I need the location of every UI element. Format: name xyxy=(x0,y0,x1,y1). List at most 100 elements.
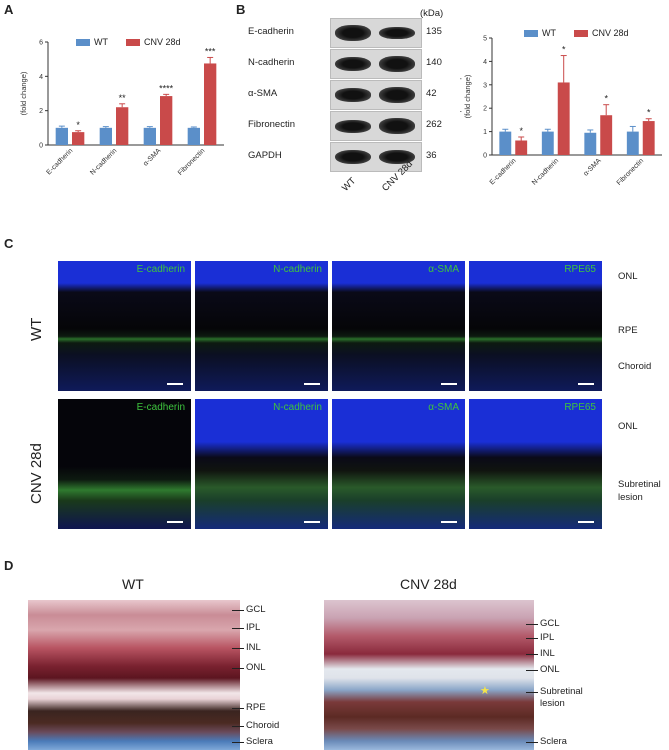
if-row-label: WT xyxy=(28,317,45,341)
histology-layer-label-cnv: IPL xyxy=(540,632,555,643)
legend-swatch-wt xyxy=(524,30,538,37)
y-axis-label-line2: (fold change) xyxy=(19,71,28,115)
histology-panel: WT CNV 28d ★ GCL IPL INL ONL RPE Choroid Sclera GC… xyxy=(0,572,669,750)
scale-bar xyxy=(578,521,594,523)
if-micrograph: N-cadherin xyxy=(195,399,328,529)
y-axis-label: Relative protein expression(fold change) xyxy=(460,51,472,141)
scale-bar xyxy=(304,521,320,523)
bar-cnv xyxy=(204,63,217,146)
legend-swatch-cnv xyxy=(126,39,140,46)
blot-lane-label: WT xyxy=(340,175,359,194)
histology-pointer-wt xyxy=(232,726,244,727)
histology-pointer-wt xyxy=(232,610,244,611)
bar-cnv xyxy=(642,121,655,155)
bar-wt xyxy=(499,131,512,155)
legend-label-cnv: CNV 28d xyxy=(592,28,629,38)
scale-bar xyxy=(167,383,183,385)
significance-marker: * xyxy=(519,126,523,136)
bar-cnv xyxy=(116,107,129,145)
panel-label-c: C xyxy=(4,236,14,251)
blot-strip xyxy=(330,80,422,110)
if-marker-label: RPE65 xyxy=(564,264,596,275)
if-marker-label: α-SMA xyxy=(428,264,459,275)
panel-label-d: D xyxy=(4,558,14,573)
mrna-bar-chart: 0 2 4 6 Relative mRNA expression(fold change… xyxy=(19,37,224,177)
if-marker-label: α-SMA xyxy=(428,402,459,413)
blot-protein-label: α-SMA xyxy=(248,88,278,99)
x-tick-label: α-SMA xyxy=(142,147,162,167)
blot-strip xyxy=(330,142,422,172)
histology-title-wt: WT xyxy=(122,576,144,592)
y-tick-label: 5 xyxy=(483,36,487,43)
histology-layer-label-cnv: GCL xyxy=(540,618,560,629)
bar-wt xyxy=(584,132,597,155)
if-marker-label: N-cadherin xyxy=(273,402,322,413)
bar-wt xyxy=(143,127,156,145)
y-tick-label: 0 xyxy=(483,153,487,160)
blot-band xyxy=(379,56,415,72)
kda-header: (kDa) xyxy=(420,8,444,19)
blot-kda-value: 262 xyxy=(426,119,442,130)
histology-layer-label-cnv: lesion xyxy=(540,698,565,709)
if-marker-label: RPE65 xyxy=(564,402,596,413)
blot-band xyxy=(335,119,371,133)
if-micrograph: E-cadherin xyxy=(58,261,191,391)
y-tick-label: 2 xyxy=(483,106,487,113)
x-tick-label: N-cadherin xyxy=(531,157,560,186)
y-axis-label-line2: (fold change) xyxy=(463,74,472,118)
protein-bar-chart: 0 1 2 3 4 5 Relative protein expression(fold c… xyxy=(460,28,662,187)
histology-pointer-wt xyxy=(232,668,244,669)
if-micrograph: RPE65 xyxy=(469,399,602,529)
if-micrograph: E-cadherin xyxy=(58,399,191,529)
lesion-star-marker: ★ xyxy=(480,685,490,697)
y-tick-label: 1 xyxy=(483,129,487,136)
blot-protein-label: Fibronectin xyxy=(248,119,295,130)
if-marker-label: E-cadherin xyxy=(136,402,185,413)
x-tick-label: E-cadherin xyxy=(46,147,75,176)
bar-wt xyxy=(187,127,200,145)
histology-pointer-cnv xyxy=(526,654,538,655)
histology-layer-label-wt: GCL xyxy=(246,604,266,615)
histology-layer-label-wt: IPL xyxy=(246,622,261,633)
if-layer-label-wt: Choroid xyxy=(618,361,652,372)
if-layer-label-cnv: lesion xyxy=(618,492,643,503)
histology-pointer-cnv xyxy=(526,670,538,671)
x-tick-label: α-SMA xyxy=(582,157,602,177)
histology-layer-label-wt: Choroid xyxy=(246,720,280,731)
histology-layer-label-wt: ONL xyxy=(246,662,266,673)
if-layer-label-cnv: ONL xyxy=(618,421,638,432)
histology-title-cnv: CNV 28d xyxy=(400,576,457,592)
bar-wt xyxy=(626,131,639,155)
histology-image-wt xyxy=(28,600,240,750)
if-layer-label-cnv: Subretinal xyxy=(618,479,661,490)
western-blot: E-cadherin 135 N-cadherin 140 α-SMA 42 Fibrone… xyxy=(248,18,458,218)
y-tick-label: 0 xyxy=(39,143,43,150)
histology-layer-label-cnv: ONL xyxy=(540,664,560,675)
scale-bar xyxy=(441,521,457,523)
significance-marker: * xyxy=(76,120,80,130)
bar-cnv xyxy=(515,140,528,155)
histology-pointer-cnv xyxy=(526,638,538,639)
panel-label-a: A xyxy=(4,2,14,17)
significance-marker: * xyxy=(562,45,566,55)
significance-marker: * xyxy=(647,108,651,118)
if-layer-label-wt: RPE xyxy=(618,325,638,336)
scale-bar xyxy=(441,383,457,385)
y-axis-label: Relative mRNA expression(fold change) xyxy=(19,71,28,115)
blot-band xyxy=(379,26,415,40)
if-micrograph: RPE65 xyxy=(469,261,602,391)
if-micrograph: α-SMA xyxy=(332,261,465,391)
if-micrograph: α-SMA xyxy=(332,399,465,529)
histology-pointer-cnv xyxy=(526,742,538,743)
blot-kda-value: 135 xyxy=(426,26,442,37)
histology-pointer-cnv xyxy=(526,624,538,625)
bar-wt xyxy=(99,127,112,145)
panel-label-b: B xyxy=(236,2,246,17)
bar-cnv xyxy=(72,132,85,145)
bar-cnv xyxy=(600,115,613,155)
blot-kda-value: 36 xyxy=(426,150,437,161)
histology-layer-label-cnv: INL xyxy=(540,648,555,659)
if-marker-label: E-cadherin xyxy=(136,264,185,275)
histology-pointer-wt xyxy=(232,648,244,649)
x-tick-label: E-cadherin xyxy=(489,157,518,186)
